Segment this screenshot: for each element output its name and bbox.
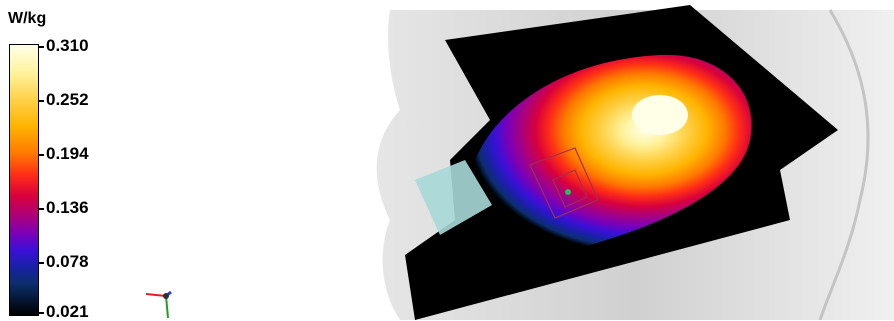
color-scale-bar	[9, 44, 39, 316]
legend-tick-mark	[38, 46, 44, 48]
legend-tick-label: 0.310	[46, 36, 89, 55]
sar-peak-area	[632, 95, 688, 135]
color-scale-legend: W/kg 0.310 0.252 0.194 0.136 0.078 0.021	[0, 0, 140, 320]
legend-tick-label: 0.136	[46, 198, 89, 217]
legend-tick-label: 0.021	[46, 302, 89, 321]
legend-tick-mark	[38, 312, 44, 314]
zoom-scan-box-inner	[552, 169, 588, 208]
legend-tick-label: 0.252	[46, 90, 89, 109]
legend-tick-mark	[38, 154, 44, 156]
legend-tick-mark	[38, 100, 44, 102]
xyz-axes-icon[interactable]	[138, 286, 182, 320]
legend-tick-label: 0.078	[46, 252, 89, 271]
axes-origin-icon	[163, 293, 169, 299]
zoom-scan-box-outer	[529, 147, 599, 219]
y-axis-icon	[165, 295, 169, 319]
sar-3d-view[interactable]	[360, 0, 894, 320]
legend-tick-mark	[38, 262, 44, 264]
legend-tick-mark	[38, 208, 44, 210]
legend-unit-label: W/kg	[8, 10, 47, 27]
reference-marker-patch	[415, 160, 492, 235]
x-axis-icon	[145, 293, 167, 297]
legend-tick-label: 0.194	[46, 144, 89, 163]
head-contour-line	[818, 9, 870, 320]
peak-location-point	[565, 189, 571, 195]
